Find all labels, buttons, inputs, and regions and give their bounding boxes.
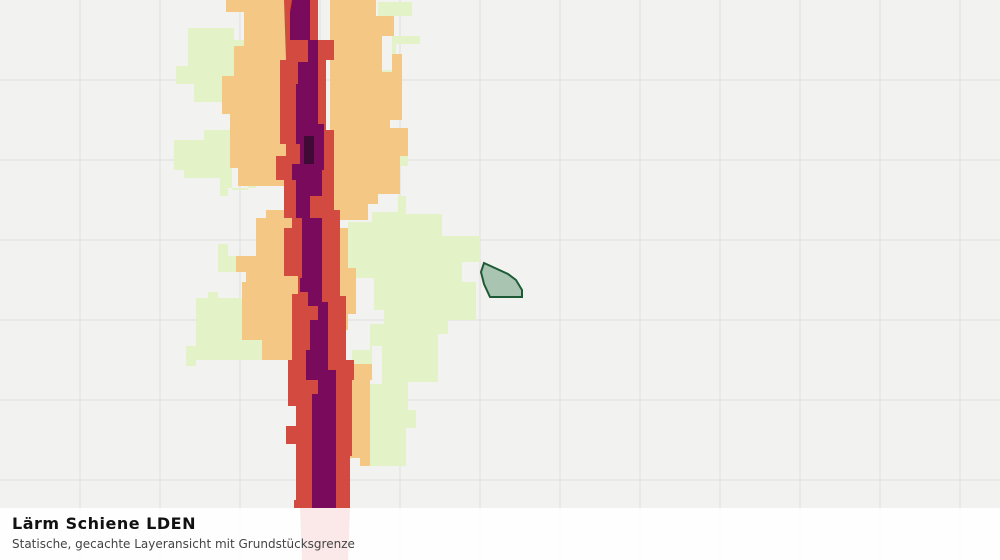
layer-subtitle: Statische, gecachte Layeransicht mit Gru… xyxy=(12,537,355,551)
parcel-boundary[interactable] xyxy=(479,261,523,298)
noise-zone-very-high xyxy=(290,0,336,508)
layer-title: Lärm Schiene LDEN xyxy=(12,514,196,533)
noise-zone-max xyxy=(304,136,314,164)
info-panel: Lärm Schiene LDEN Statische, gecachte La… xyxy=(0,508,1000,560)
